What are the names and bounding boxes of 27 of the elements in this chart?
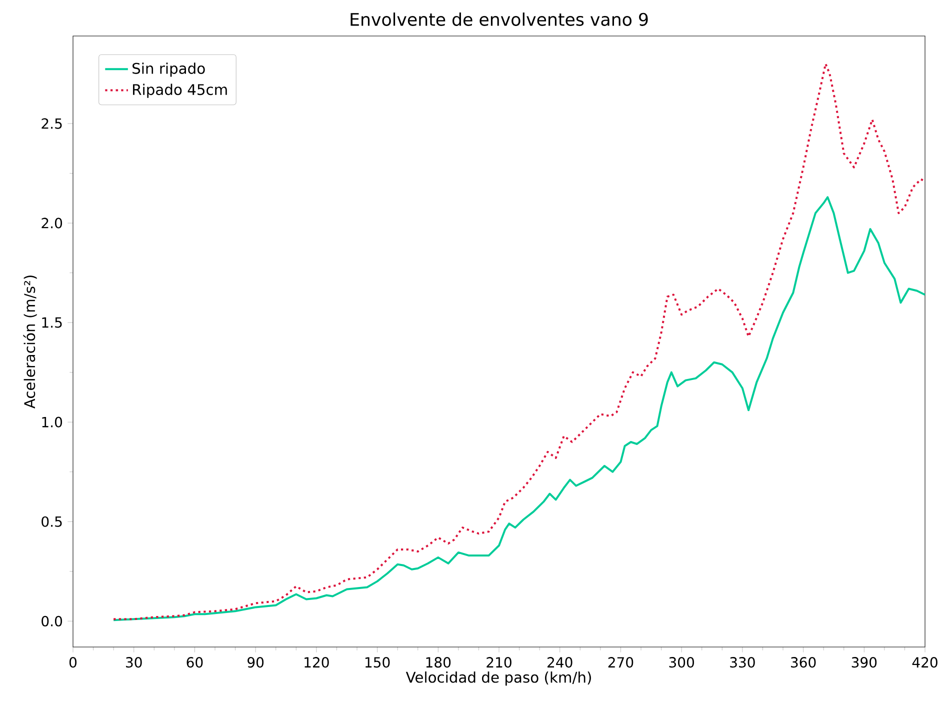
y-tick-label: 2.5 (42, 118, 62, 129)
x-tick-label: 390 (852, 657, 877, 668)
x-tick-label: 0 (69, 657, 77, 668)
x-tick-label: 120 (304, 657, 329, 668)
y-tick-label: 0.0 (42, 616, 62, 626)
x-tick-label: 330 (730, 657, 755, 668)
line-series (112, 62, 926, 620)
x-tick-label: 30 (126, 657, 142, 668)
x-tick-label: 180 (426, 657, 451, 668)
x-tick-label: 60 (186, 657, 203, 668)
x-tick-label: 300 (669, 657, 694, 668)
y-axis-title: Aceleración (m/s²) (23, 276, 37, 409)
x-tick-label: 150 (365, 657, 390, 668)
x-tick-label: 90 (248, 657, 264, 668)
y-tick-label: 1.0 (42, 416, 62, 428)
x-tick-label: 210 (486, 657, 512, 668)
x-tick-label: 360 (791, 657, 816, 668)
x-tick-label: 240 (548, 657, 572, 668)
chart-title: Envolvente de envolventes vano 9 (350, 12, 648, 26)
legend-label: Ripado 45cm (133, 84, 227, 98)
legend-label: Sin ripado (132, 62, 205, 77)
x-tick-label: 420 (912, 657, 938, 668)
y-tick-label: 0.5 (42, 516, 62, 527)
x-axis-title: Velocidad de paso (km/h) (406, 671, 591, 686)
x-tick-label: 270 (608, 657, 634, 668)
y-tick-label: 1.5 (42, 317, 62, 328)
y-tick-label: 2.0 (42, 218, 62, 228)
